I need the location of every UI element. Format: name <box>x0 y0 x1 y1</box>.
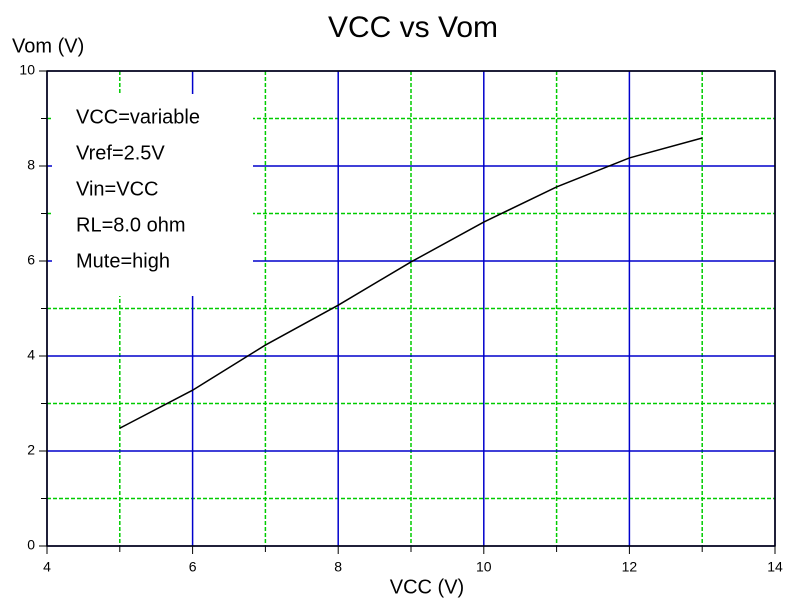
x-tick-label: 14 <box>767 559 783 575</box>
annotation-box <box>52 94 253 296</box>
x-axis-label: VCC (V) <box>390 576 464 598</box>
chart-title: VCC vs Vom <box>328 11 498 44</box>
y-tick-label: 8 <box>27 157 35 173</box>
x-tick-label: 12 <box>622 559 638 575</box>
y-tick-label: 6 <box>27 252 35 268</box>
annotation: Vin=VCC <box>76 178 158 200</box>
annotation: VCC=variable <box>76 106 200 128</box>
x-tick-label: 4 <box>43 559 51 575</box>
annotation: Mute=high <box>76 250 170 272</box>
y-tick-label: 0 <box>27 537 35 553</box>
y-axis-label: Vom (V) <box>12 35 84 57</box>
annotation: Vref=2.5V <box>76 142 165 164</box>
x-tick-label: 10 <box>476 559 492 575</box>
x-tick-label: 8 <box>334 559 342 575</box>
plot-frame <box>46 70 776 547</box>
annotation: RL=8.0 ohm <box>76 214 186 236</box>
data-line <box>119 137 703 429</box>
y-tick-label: 2 <box>27 442 35 458</box>
x-tick-label: 6 <box>189 559 197 575</box>
y-tick-label: 10 <box>19 62 35 78</box>
y-tick-label: 4 <box>27 347 35 363</box>
